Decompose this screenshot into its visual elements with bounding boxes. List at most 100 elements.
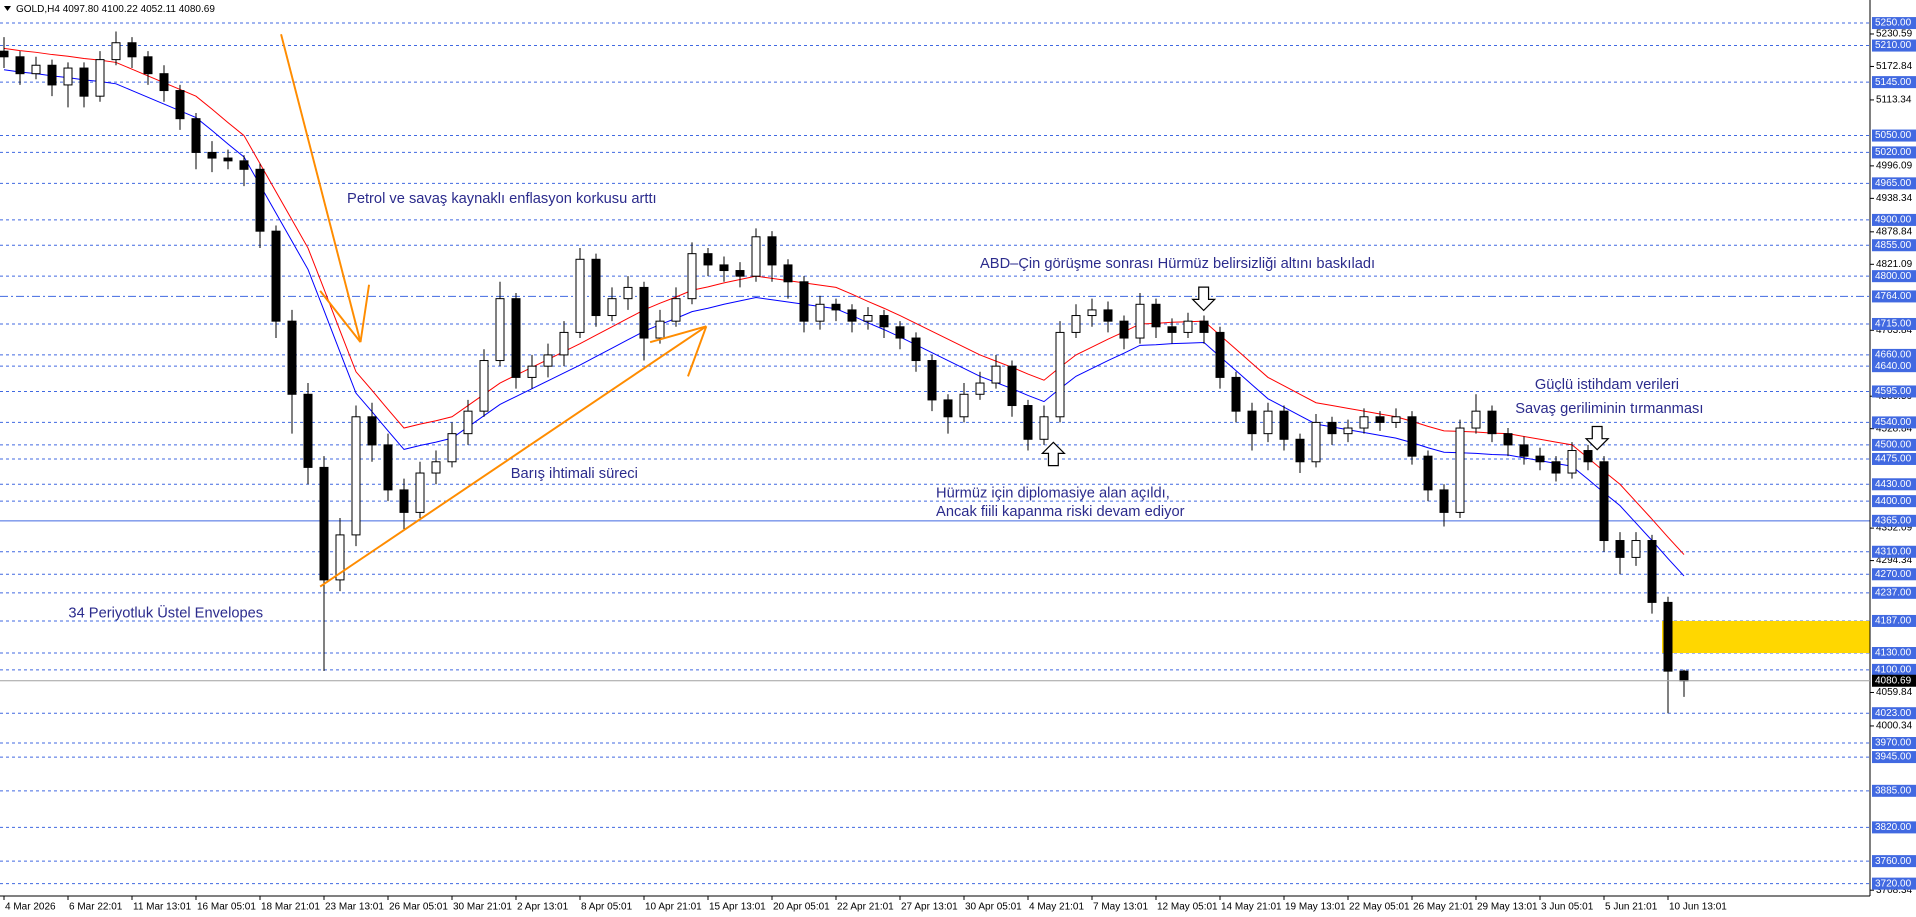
candle-body	[719, 264, 729, 272]
candle-body	[1135, 303, 1145, 339]
annotation: Savaş geriliminin tırmanması	[1515, 401, 1703, 417]
candle-body	[991, 365, 1001, 384]
level-label-bg	[1872, 647, 1916, 660]
level-label: 4130.00	[1875, 648, 1912, 659]
candle-body	[1599, 461, 1609, 542]
candle-body	[207, 151, 217, 159]
candle-body	[335, 534, 345, 581]
candle-body	[447, 433, 457, 463]
header-text: GOLD,H4 4097.80 4100.22 4052.11 4080.69	[16, 4, 215, 15]
candle-body	[687, 253, 697, 300]
level-label: 4500.00	[1875, 440, 1912, 451]
level-label: 4187.00	[1875, 616, 1912, 627]
level-label-bg	[1872, 751, 1916, 764]
candle-body	[671, 298, 681, 322]
candle-body	[655, 320, 665, 339]
level-label-bg	[1872, 416, 1916, 429]
orange-arrows	[280, 33, 708, 588]
annotation: 34 Periyotluk Üstel Envelopes	[68, 603, 263, 621]
x-tick-label: 18 Mar 21:01	[261, 902, 320, 913]
candle-body	[1295, 438, 1305, 463]
level-label: 4640.00	[1875, 361, 1912, 372]
x-tick-label: 26 Mar 05:01	[389, 902, 448, 913]
candle-body	[511, 298, 521, 378]
level-label: 5210.00	[1875, 40, 1912, 51]
candle-body	[1423, 455, 1433, 491]
level-label: 3720.00	[1875, 878, 1912, 889]
annotation: Petrol ve savaş kaynaklı enflasyon korku…	[347, 191, 657, 207]
candle-body	[863, 315, 873, 322]
x-tick-label: 2 Apr 13:01	[517, 902, 569, 913]
x-tick-label: 3 Jun 05:01	[1541, 902, 1594, 913]
x-tick-label: 23 Mar 13:01	[325, 902, 384, 913]
level-label: 4595.00	[1875, 386, 1912, 397]
candle-body	[879, 315, 889, 328]
level-label: 3760.00	[1875, 856, 1912, 867]
y-tick-label: 4000.34	[1876, 721, 1913, 732]
level-label: 4900.00	[1875, 215, 1912, 226]
y-tick-label: 5113.34	[1876, 95, 1912, 106]
header-icon	[4, 6, 11, 11]
x-tick-label: 7 May 13:01	[1093, 902, 1148, 913]
level-label-bg	[1872, 17, 1916, 30]
arrow-head	[319, 290, 362, 343]
level-label-bg	[1872, 514, 1916, 527]
candle-body	[1631, 540, 1641, 558]
arrow-line	[280, 33, 362, 343]
candle-body	[463, 410, 473, 435]
level-label-bg	[1872, 586, 1916, 599]
candles	[0, 31, 1689, 714]
x-tick-label: 15 Apr 13:01	[709, 902, 766, 913]
candle-body	[543, 354, 553, 367]
x-tick-label: 16 Mar 05:01	[197, 902, 256, 913]
candle-body	[1407, 416, 1417, 457]
x-tick-label: 30 Mar 21:01	[453, 902, 512, 913]
candle-body	[127, 42, 137, 58]
current-price-bg	[1872, 674, 1916, 687]
candle-body	[319, 466, 329, 581]
header: GOLD,H4 4097.80 4100.22 4052.11 4080.69	[4, 4, 215, 15]
level-label: 4365.00	[1875, 515, 1912, 526]
x-tick-label: 12 May 05:01	[1157, 902, 1218, 913]
y-tick-label: 4528.84	[1876, 423, 1913, 434]
level-label: 5145.00	[1875, 77, 1912, 88]
candle-body	[1359, 416, 1369, 429]
level-label: 4540.00	[1875, 417, 1912, 428]
y-tick-label: 4938.34	[1876, 193, 1913, 204]
symbol: GOLD,H4	[16, 4, 60, 15]
ohlc-open: 4097.80	[63, 4, 100, 15]
ohlc-low: 4052.11	[141, 4, 177, 15]
level-label: 5020.00	[1875, 147, 1912, 158]
candle-body	[31, 64, 41, 75]
level-label-bg	[1872, 877, 1916, 890]
level-label: 4855.00	[1875, 240, 1912, 251]
level-label: 4100.00	[1875, 665, 1912, 676]
level-label: 4965.00	[1875, 178, 1912, 189]
candle-body	[431, 461, 441, 474]
arrow-head	[359, 284, 371, 343]
level-label: 4400.00	[1875, 496, 1912, 507]
level-label-bg	[1872, 478, 1916, 491]
x-tick-label: 5 Jun 21:01	[1605, 902, 1658, 913]
y-tick-label: 5230.59	[1876, 29, 1913, 40]
candle-body	[1071, 315, 1081, 333]
candle-body	[1039, 416, 1049, 440]
candle-body	[1519, 444, 1529, 457]
candle-body	[1087, 309, 1097, 317]
candle-body	[1503, 433, 1513, 446]
x-tick-label: 10 Apr 21:01	[645, 902, 702, 913]
candle-body	[1375, 416, 1385, 423]
arrow-head	[687, 325, 708, 377]
hollow-arrows	[1040, 286, 1610, 467]
level-label-bg	[1872, 385, 1916, 398]
candle-body	[79, 67, 89, 97]
level-label: 3820.00	[1875, 822, 1912, 833]
level-label: 4715.00	[1875, 319, 1912, 330]
x-tick-label: 8 Apr 05:01	[581, 902, 633, 913]
candle-body	[1167, 326, 1177, 333]
candle-body	[1103, 309, 1113, 322]
level-label: 3945.00	[1875, 752, 1912, 763]
candle-body	[271, 230, 281, 322]
x-tick-label: 14 May 21:01	[1221, 902, 1282, 913]
